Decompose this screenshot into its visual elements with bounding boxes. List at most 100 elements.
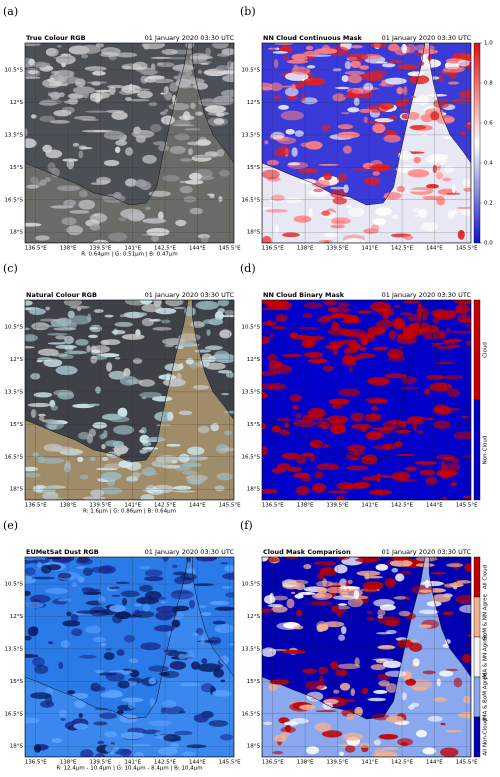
cloud-texture (450, 482, 457, 487)
cloud-texture (125, 147, 134, 156)
cloud-texture (89, 224, 101, 231)
cloud-texture (335, 86, 350, 90)
cloud-texture (57, 391, 75, 400)
cloud-texture (377, 615, 384, 619)
cloud-texture (338, 388, 361, 397)
cloud-texture (169, 742, 180, 749)
cloud-texture (442, 66, 464, 73)
cloud-texture (276, 417, 292, 422)
cloud-texture (306, 691, 324, 702)
cloud-texture (337, 609, 348, 613)
panel-label: (e) (3, 519, 18, 532)
cloud-texture (458, 318, 471, 323)
cloud-texture (361, 687, 369, 695)
cloud-texture (447, 210, 455, 220)
cloud-texture (118, 217, 127, 222)
cloud-texture (363, 228, 379, 234)
cloud-texture (124, 178, 137, 187)
cloud-texture (115, 581, 130, 584)
cloud-texture (414, 214, 419, 218)
cloud-texture (434, 361, 457, 365)
cloud-texture (330, 424, 346, 435)
cloud-texture (345, 205, 353, 209)
cloud-texture (291, 147, 298, 157)
cloud-texture (161, 670, 180, 679)
cloud-texture (208, 318, 224, 326)
cloud-texture (403, 300, 421, 304)
cloud-texture (206, 329, 211, 336)
cloud-texture (73, 723, 88, 730)
cloud-texture (224, 310, 234, 316)
cloud-texture (337, 124, 354, 130)
cloud-texture (166, 443, 181, 447)
cloud-texture (178, 453, 190, 463)
cloud-texture (285, 128, 295, 135)
panel-date: 01 January 2020 03:30 UTC (145, 291, 235, 299)
cloud-texture (155, 611, 174, 621)
cloud-texture (427, 716, 443, 722)
cloud-texture (220, 447, 234, 452)
y-tick-label: 13.5°S (242, 132, 261, 138)
cloud-texture (37, 348, 59, 356)
cloud-texture (60, 53, 72, 56)
cloud-texture (463, 187, 471, 192)
panel: (d) NN Cloud Binary Mask 01 January 2020 0… (240, 262, 489, 509)
panel-date: 01 January 2020 03:30 UTC (382, 548, 472, 556)
cloud-texture (307, 358, 328, 364)
cloud-texture (433, 697, 447, 703)
cloud-texture (301, 452, 314, 457)
y-tick-label: 13.5°S (242, 389, 261, 395)
cloud-texture (404, 189, 428, 192)
cloud-texture (379, 102, 394, 110)
y-tick-label: 18°S (10, 230, 24, 236)
cloud-texture (444, 165, 454, 173)
cloud-texture (71, 582, 78, 587)
cloud-texture (459, 604, 471, 614)
cloud-texture (385, 629, 397, 635)
cloud-texture (179, 341, 195, 348)
cloud-texture (262, 307, 276, 311)
y-tick-label: 16.5°S (242, 711, 261, 717)
cloud-texture (160, 707, 166, 715)
cloud-texture (445, 328, 451, 333)
cloud-texture (337, 603, 348, 606)
cloud-texture (389, 559, 413, 567)
cloud-texture (60, 718, 66, 721)
cloud-texture (372, 346, 389, 351)
legend-label: Cloud (483, 342, 489, 358)
cloud-texture (215, 65, 230, 71)
cloud-texture (140, 68, 158, 76)
cloud-texture (383, 315, 390, 319)
cloud-texture (159, 111, 167, 116)
cloud-texture (374, 118, 394, 123)
cloud-texture (391, 557, 410, 561)
cloud-texture (118, 460, 134, 469)
cloud-texture (162, 557, 169, 562)
cloud-texture (442, 643, 450, 648)
cloud-texture (142, 218, 167, 224)
cloud-texture (122, 668, 132, 671)
cloud-texture (103, 130, 125, 140)
cloud-texture (323, 300, 338, 306)
cloud-texture (48, 641, 54, 645)
cloud-texture (77, 456, 84, 462)
cloud-texture (418, 208, 428, 219)
cloud-texture (144, 569, 163, 577)
cloud-texture (105, 744, 120, 753)
cloud-texture (375, 61, 388, 64)
cloud-texture (320, 421, 330, 430)
cloud-texture (284, 87, 299, 97)
cloud-texture (34, 235, 50, 241)
cloud-texture (78, 199, 96, 210)
cloud-texture (139, 434, 150, 444)
cloud-texture (412, 421, 418, 432)
panel-label: (a) (3, 5, 18, 18)
cloud-texture (334, 564, 348, 574)
cloud-texture (308, 208, 313, 219)
cloud-texture (154, 596, 167, 600)
cloud-texture (262, 391, 268, 399)
cloud-texture (330, 189, 347, 199)
cloud-texture (185, 69, 193, 76)
panel: (a) True Colour RGB 01 January 2020 03:30 … (3, 5, 241, 258)
cloud-texture (333, 595, 355, 600)
